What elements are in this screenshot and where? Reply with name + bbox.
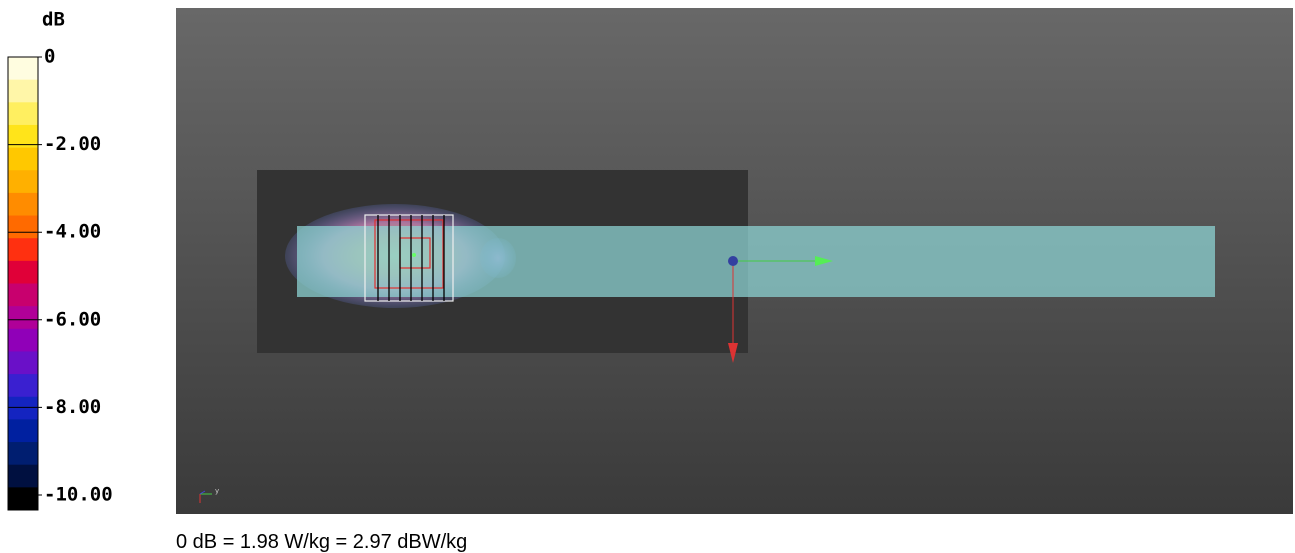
color-band bbox=[8, 442, 38, 465]
color-band bbox=[8, 487, 38, 510]
footer-note: 0 dB = 1.98 W/kg = 2.97 dBW/kg bbox=[176, 531, 467, 553]
tick-label: -6.00 bbox=[44, 308, 101, 330]
screen: dB 0 -2.00 -4.00 -6.00 -8.00 -10.00 y 0 dB = … bbox=[0, 0, 1295, 553]
color-band bbox=[8, 170, 38, 193]
tick-label: -10.00 bbox=[44, 484, 113, 506]
color-band bbox=[8, 148, 38, 171]
color-band bbox=[8, 374, 38, 397]
color-band bbox=[8, 261, 38, 284]
color-band bbox=[8, 329, 38, 352]
axis-label: y bbox=[215, 487, 219, 495]
color-band bbox=[8, 238, 38, 261]
tick-label: -2.00 bbox=[44, 133, 101, 155]
color-band bbox=[8, 419, 38, 442]
color-band bbox=[8, 193, 38, 216]
color-band bbox=[8, 57, 38, 80]
colorbar bbox=[8, 57, 38, 511]
color-band bbox=[8, 306, 38, 329]
tick-label: 0 bbox=[44, 46, 55, 68]
color-band bbox=[8, 284, 38, 307]
color-band bbox=[8, 102, 38, 125]
tick-label: -8.00 bbox=[44, 396, 101, 418]
color-band bbox=[8, 465, 38, 488]
color-band bbox=[8, 216, 38, 239]
color-band bbox=[8, 397, 38, 420]
color-band bbox=[8, 351, 38, 374]
colorbar-unit: dB bbox=[42, 9, 65, 31]
tick-label: -4.00 bbox=[44, 221, 101, 243]
color-band bbox=[8, 80, 38, 103]
